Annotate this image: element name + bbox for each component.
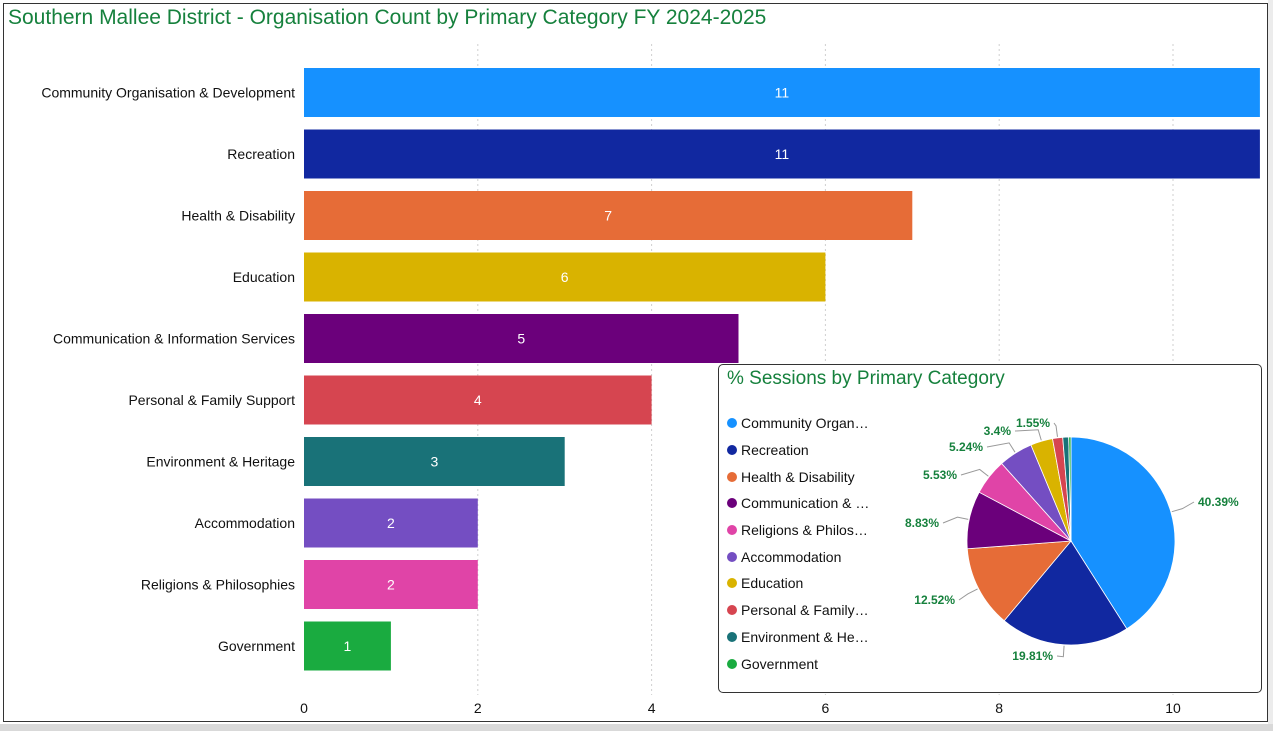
category-label: Health & Disability [181, 208, 295, 224]
pie-chart-panel: % Sessions by Primary Category Community… [718, 364, 1262, 693]
bar[interactable] [304, 314, 739, 363]
pie-data-label: 40.39% [1198, 495, 1239, 509]
category-label: Education [233, 269, 295, 285]
leader-line [1014, 429, 1042, 441]
legend-marker [727, 445, 737, 456]
legend-marker [727, 605, 737, 616]
legend-marker [727, 525, 737, 536]
legend-item[interactable]: Government [727, 650, 887, 677]
x-tick-label: 6 [822, 700, 830, 716]
category-label: Accommodation [195, 515, 295, 531]
leader-line [1171, 501, 1195, 513]
bar[interactable] [304, 375, 652, 425]
legend-marker [727, 658, 737, 669]
data-label: 6 [561, 269, 569, 285]
pie-legend: Community Organ… Recreation Health & Disab… [727, 410, 887, 677]
pie-data-label: 3.4% [984, 424, 1012, 438]
data-label: 7 [604, 208, 612, 224]
leader-line [1053, 422, 1058, 437]
category-label: Personal & Family Support [128, 392, 295, 408]
data-label: 11 [775, 85, 790, 101]
data-label: 4 [474, 392, 482, 408]
pie-slice[interactable] [1070, 436, 1176, 630]
category-label: Communication & Information Services [53, 331, 295, 347]
data-label: 2 [387, 577, 395, 593]
bar[interactable] [304, 129, 1260, 179]
legend-item[interactable]: Communication & … [727, 490, 887, 517]
bar[interactable] [304, 191, 913, 240]
pie-data-label: 8.83% [905, 516, 939, 530]
legend-item[interactable]: Recreation [727, 437, 887, 464]
legend-marker [727, 631, 737, 642]
legend-item[interactable]: Accommodation [727, 543, 887, 570]
pie-data-label: 5.24% [949, 440, 983, 454]
x-tick-label: 4 [648, 700, 656, 716]
pie-slice[interactable] [1003, 540, 1128, 646]
data-label: 5 [517, 331, 525, 347]
category-label: Recreation [227, 146, 295, 162]
legend-marker [727, 578, 737, 589]
pie-chart-title: % Sessions by Primary Category [727, 368, 1005, 389]
pie-data-label: 1.55% [1016, 416, 1050, 430]
bar[interactable] [304, 621, 391, 671]
legend-item[interactable]: Community Organ… [727, 410, 887, 437]
bar[interactable] [304, 252, 826, 302]
legend-item[interactable]: Personal & Family… [727, 597, 887, 624]
leader-line [986, 442, 1016, 453]
leader-line [942, 516, 969, 524]
data-label: 2 [387, 515, 395, 531]
bar[interactable] [304, 560, 478, 609]
category-label: Environment & Heritage [146, 454, 295, 470]
pie-chart: 40.39% 19.81% 12.52% 8.83% 5.53% 5.24%3.4% 1.5… [905, 416, 1239, 663]
data-label: 1 [344, 638, 352, 654]
data-label: 11 [775, 146, 790, 162]
category-label: Community Organisation & Development [41, 85, 295, 101]
scrollbar-track[interactable] [1268, 0, 1273, 724]
leader-line [1056, 645, 1065, 658]
bar[interactable] [304, 437, 565, 486]
legend-marker [727, 418, 737, 429]
report-title: Southern Mallee District - Organisation … [8, 6, 767, 29]
legend-marker [727, 471, 737, 482]
legend-item[interactable]: Education [727, 570, 887, 597]
leader-line [960, 468, 989, 477]
x-tick-label: 10 [1165, 700, 1181, 716]
legend-item[interactable]: Religions & Philos… [727, 517, 887, 544]
bar[interactable] [304, 498, 478, 548]
legend-marker [727, 498, 737, 509]
legend-item[interactable]: Health & Disability [727, 463, 887, 490]
legend-marker [727, 551, 737, 562]
leader-line [958, 588, 978, 601]
page-footer-strip [0, 724, 1273, 731]
pie-slice[interactable] [966, 540, 1072, 622]
data-label: 3 [430, 454, 438, 470]
x-tick-label: 0 [300, 700, 308, 716]
category-label: Religions & Philosophies [141, 577, 295, 593]
pie-data-label: 12.52% [914, 593, 955, 607]
bar[interactable] [304, 68, 1260, 117]
x-tick-label: 2 [474, 700, 482, 716]
pie-slice[interactable] [1068, 436, 1072, 542]
category-label: Government [218, 638, 295, 654]
pie-data-label: 19.81% [1012, 649, 1053, 663]
x-tick-label: 8 [995, 700, 1003, 716]
pie-data-label: 5.53% [923, 468, 957, 482]
legend-item[interactable]: Environment & He… [727, 624, 887, 651]
